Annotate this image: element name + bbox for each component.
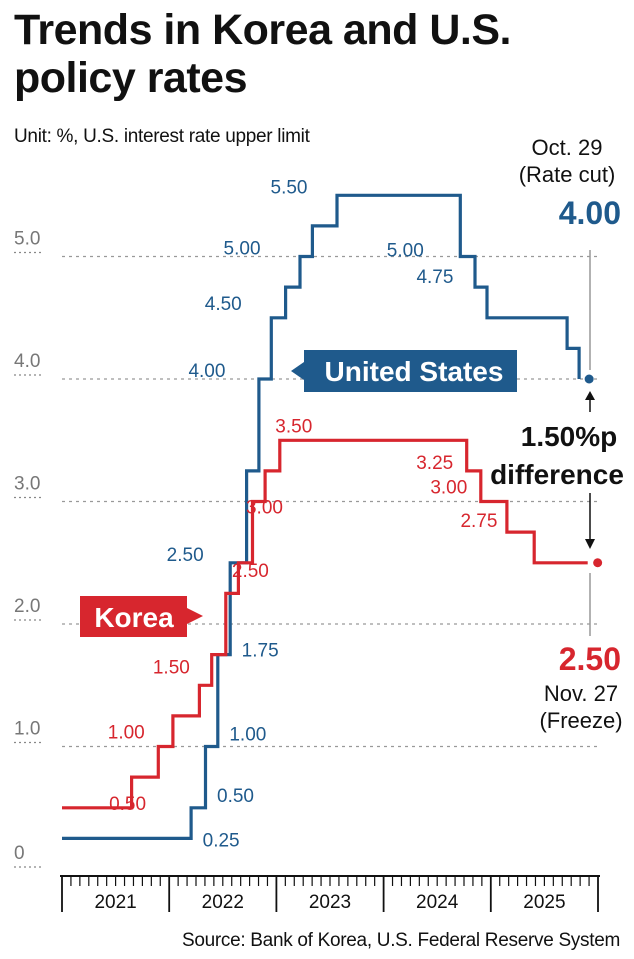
x-year-label: 2022 <box>202 892 244 913</box>
difference-arrow-up-head <box>585 391 595 400</box>
us-series-tag: United States <box>325 356 504 387</box>
us-end-note: (Rate cut) <box>519 162 616 187</box>
difference-value: 1.50%p <box>521 421 618 452</box>
us-endpoint <box>584 374 594 384</box>
korea-value-label: 2.75 <box>460 511 497 532</box>
korea-endpoint <box>593 558 603 568</box>
korea-value-label: 2.50 <box>232 561 269 582</box>
us-value-label: 4.50 <box>205 294 242 315</box>
title-line-2: policy rates <box>14 54 248 102</box>
y-tick-label: 0 <box>14 843 25 864</box>
y-tick-label: 1.0 <box>14 719 40 740</box>
us-value-label: 1.00 <box>229 725 266 746</box>
korea-rate-line <box>62 438 588 810</box>
korea-value-label: 1.00 <box>108 723 145 744</box>
y-tick-label: 4.0 <box>14 351 40 372</box>
korea-end-date: Nov. 27 <box>544 681 618 706</box>
korea-end-value: 2.50 <box>559 641 621 677</box>
korea-series-tag-box <box>80 596 203 637</box>
y-tick-label: 3.0 <box>14 474 40 495</box>
korea-value-label: 1.50 <box>153 657 190 678</box>
x-year-label: 2024 <box>416 892 459 913</box>
source-note: Source: Bank of Korea, U.S. Federal Rese… <box>181 930 620 951</box>
us-end-date: Oct. 29 <box>532 135 603 160</box>
korea-value-label: 3.00 <box>246 498 283 519</box>
korea-series-tag: Korea <box>94 602 174 633</box>
title-line-1: Trends in Korea and U.S. <box>14 6 511 54</box>
us-value-label: 5.00 <box>224 239 261 260</box>
difference-label: difference <box>490 459 624 490</box>
us-value-label: 5.00 <box>387 241 424 262</box>
chart-title: Trends in Korea and U.S. policy rates <box>14 6 614 102</box>
difference-arrow-down-head <box>585 539 595 549</box>
korea-value-label: 3.50 <box>275 416 312 437</box>
korea-end-note: (Freeze) <box>539 708 622 733</box>
us-value-label: 0.25 <box>203 830 240 851</box>
us-value-label: 5.50 <box>271 177 308 198</box>
us-rate-line <box>62 193 581 840</box>
x-year-label: 2025 <box>523 892 565 913</box>
x-year-label: 2023 <box>309 892 351 913</box>
us-value-label: 4.75 <box>416 267 453 288</box>
us-value-label: 4.00 <box>188 361 225 382</box>
unit-note: Unit: %, U.S. interest rate upper limit <box>14 126 310 147</box>
us-value-label: 2.50 <box>167 545 204 566</box>
us-end-value: 4.00 <box>559 195 621 231</box>
korea-value-label: 3.25 <box>416 453 453 474</box>
y-tick-label: 2.0 <box>14 596 40 617</box>
korea-value-label: 3.00 <box>430 478 467 499</box>
y-tick-label: 5.0 <box>14 229 40 250</box>
us-value-label: 1.75 <box>242 641 279 662</box>
us-value-label: 0.50 <box>217 786 254 807</box>
us-series-tag-box <box>291 350 517 392</box>
x-year-label: 2021 <box>94 892 136 913</box>
korea-value-label: 0.50 <box>109 794 146 815</box>
